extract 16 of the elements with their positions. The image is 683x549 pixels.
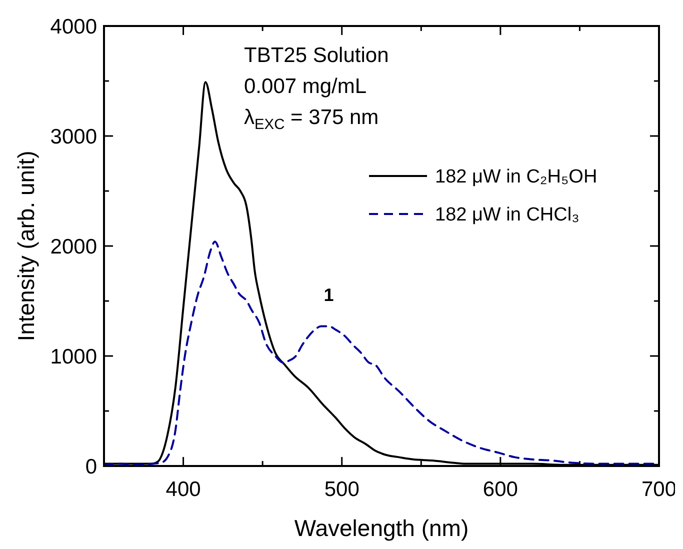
legend-label: 182 μW in C₂H₅OH [435,166,598,188]
y-tick-label: 4000 [50,15,97,38]
annotation: λ$_{EXC}$ = 375 nm [244,106,379,132]
y-tick-label: 3000 [50,125,97,148]
y-axis-title: Intensity (arb. unit) [13,150,39,342]
legend-label: 182 μW in CHCl₃ [435,204,580,226]
y-tick-label: 0 [85,455,97,478]
annotation: TBT25 Solution [244,44,389,67]
x-tick-label: 600 [482,478,518,501]
y-tick-label: 1000 [50,345,97,368]
x-tick-label: 400 [166,478,201,501]
annotation: 0.007 mg/mL [244,75,367,98]
y-tick-label: 2000 [50,235,97,258]
x-axis-title: Wavelength (nm) [294,515,469,541]
annotation: 1 [324,285,334,305]
x-tick-label: 500 [324,478,360,501]
